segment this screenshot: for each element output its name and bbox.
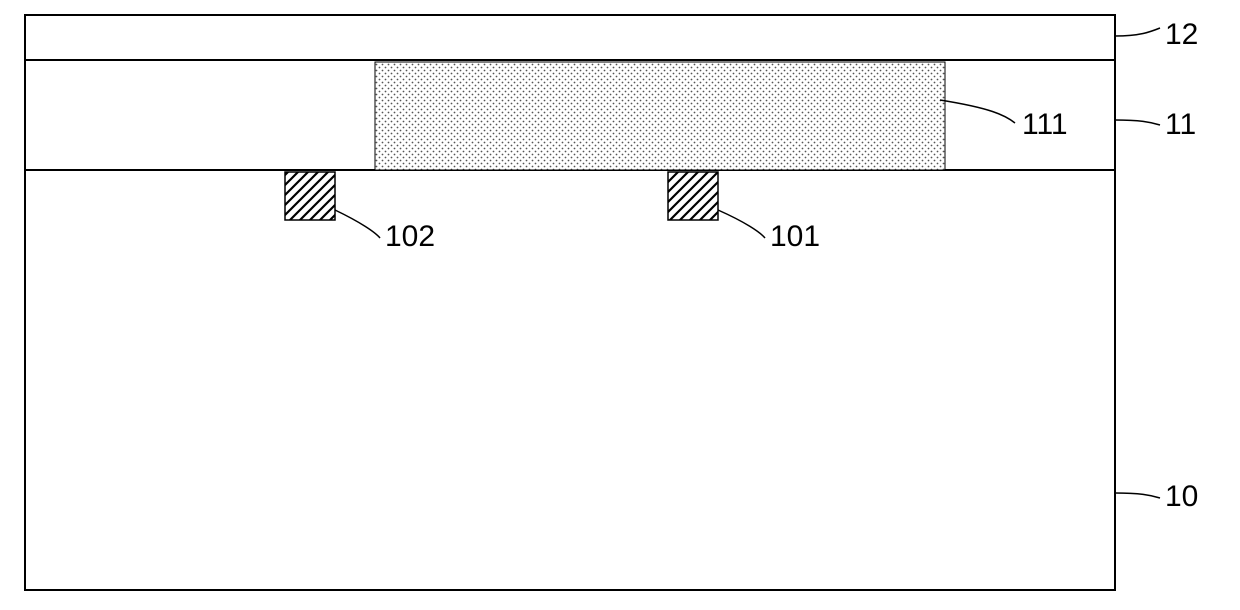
- diagram-svg: [0, 0, 1240, 605]
- region-region111: [375, 62, 945, 170]
- label-102: 102: [385, 220, 435, 254]
- leader-11: [1115, 120, 1160, 125]
- region-region101: [668, 172, 718, 220]
- label-101: 101: [770, 220, 820, 254]
- leader-12: [1115, 28, 1160, 36]
- layer-layer12: [25, 15, 1115, 60]
- diagram-container: 121111110210110: [0, 0, 1240, 605]
- label-111: 111: [1022, 108, 1068, 142]
- label-11: 11: [1165, 108, 1196, 142]
- label-10: 10: [1165, 480, 1198, 514]
- label-12: 12: [1165, 18, 1198, 52]
- layer-layer10: [25, 170, 1115, 590]
- leader-10: [1115, 493, 1160, 498]
- region-region102: [285, 172, 335, 220]
